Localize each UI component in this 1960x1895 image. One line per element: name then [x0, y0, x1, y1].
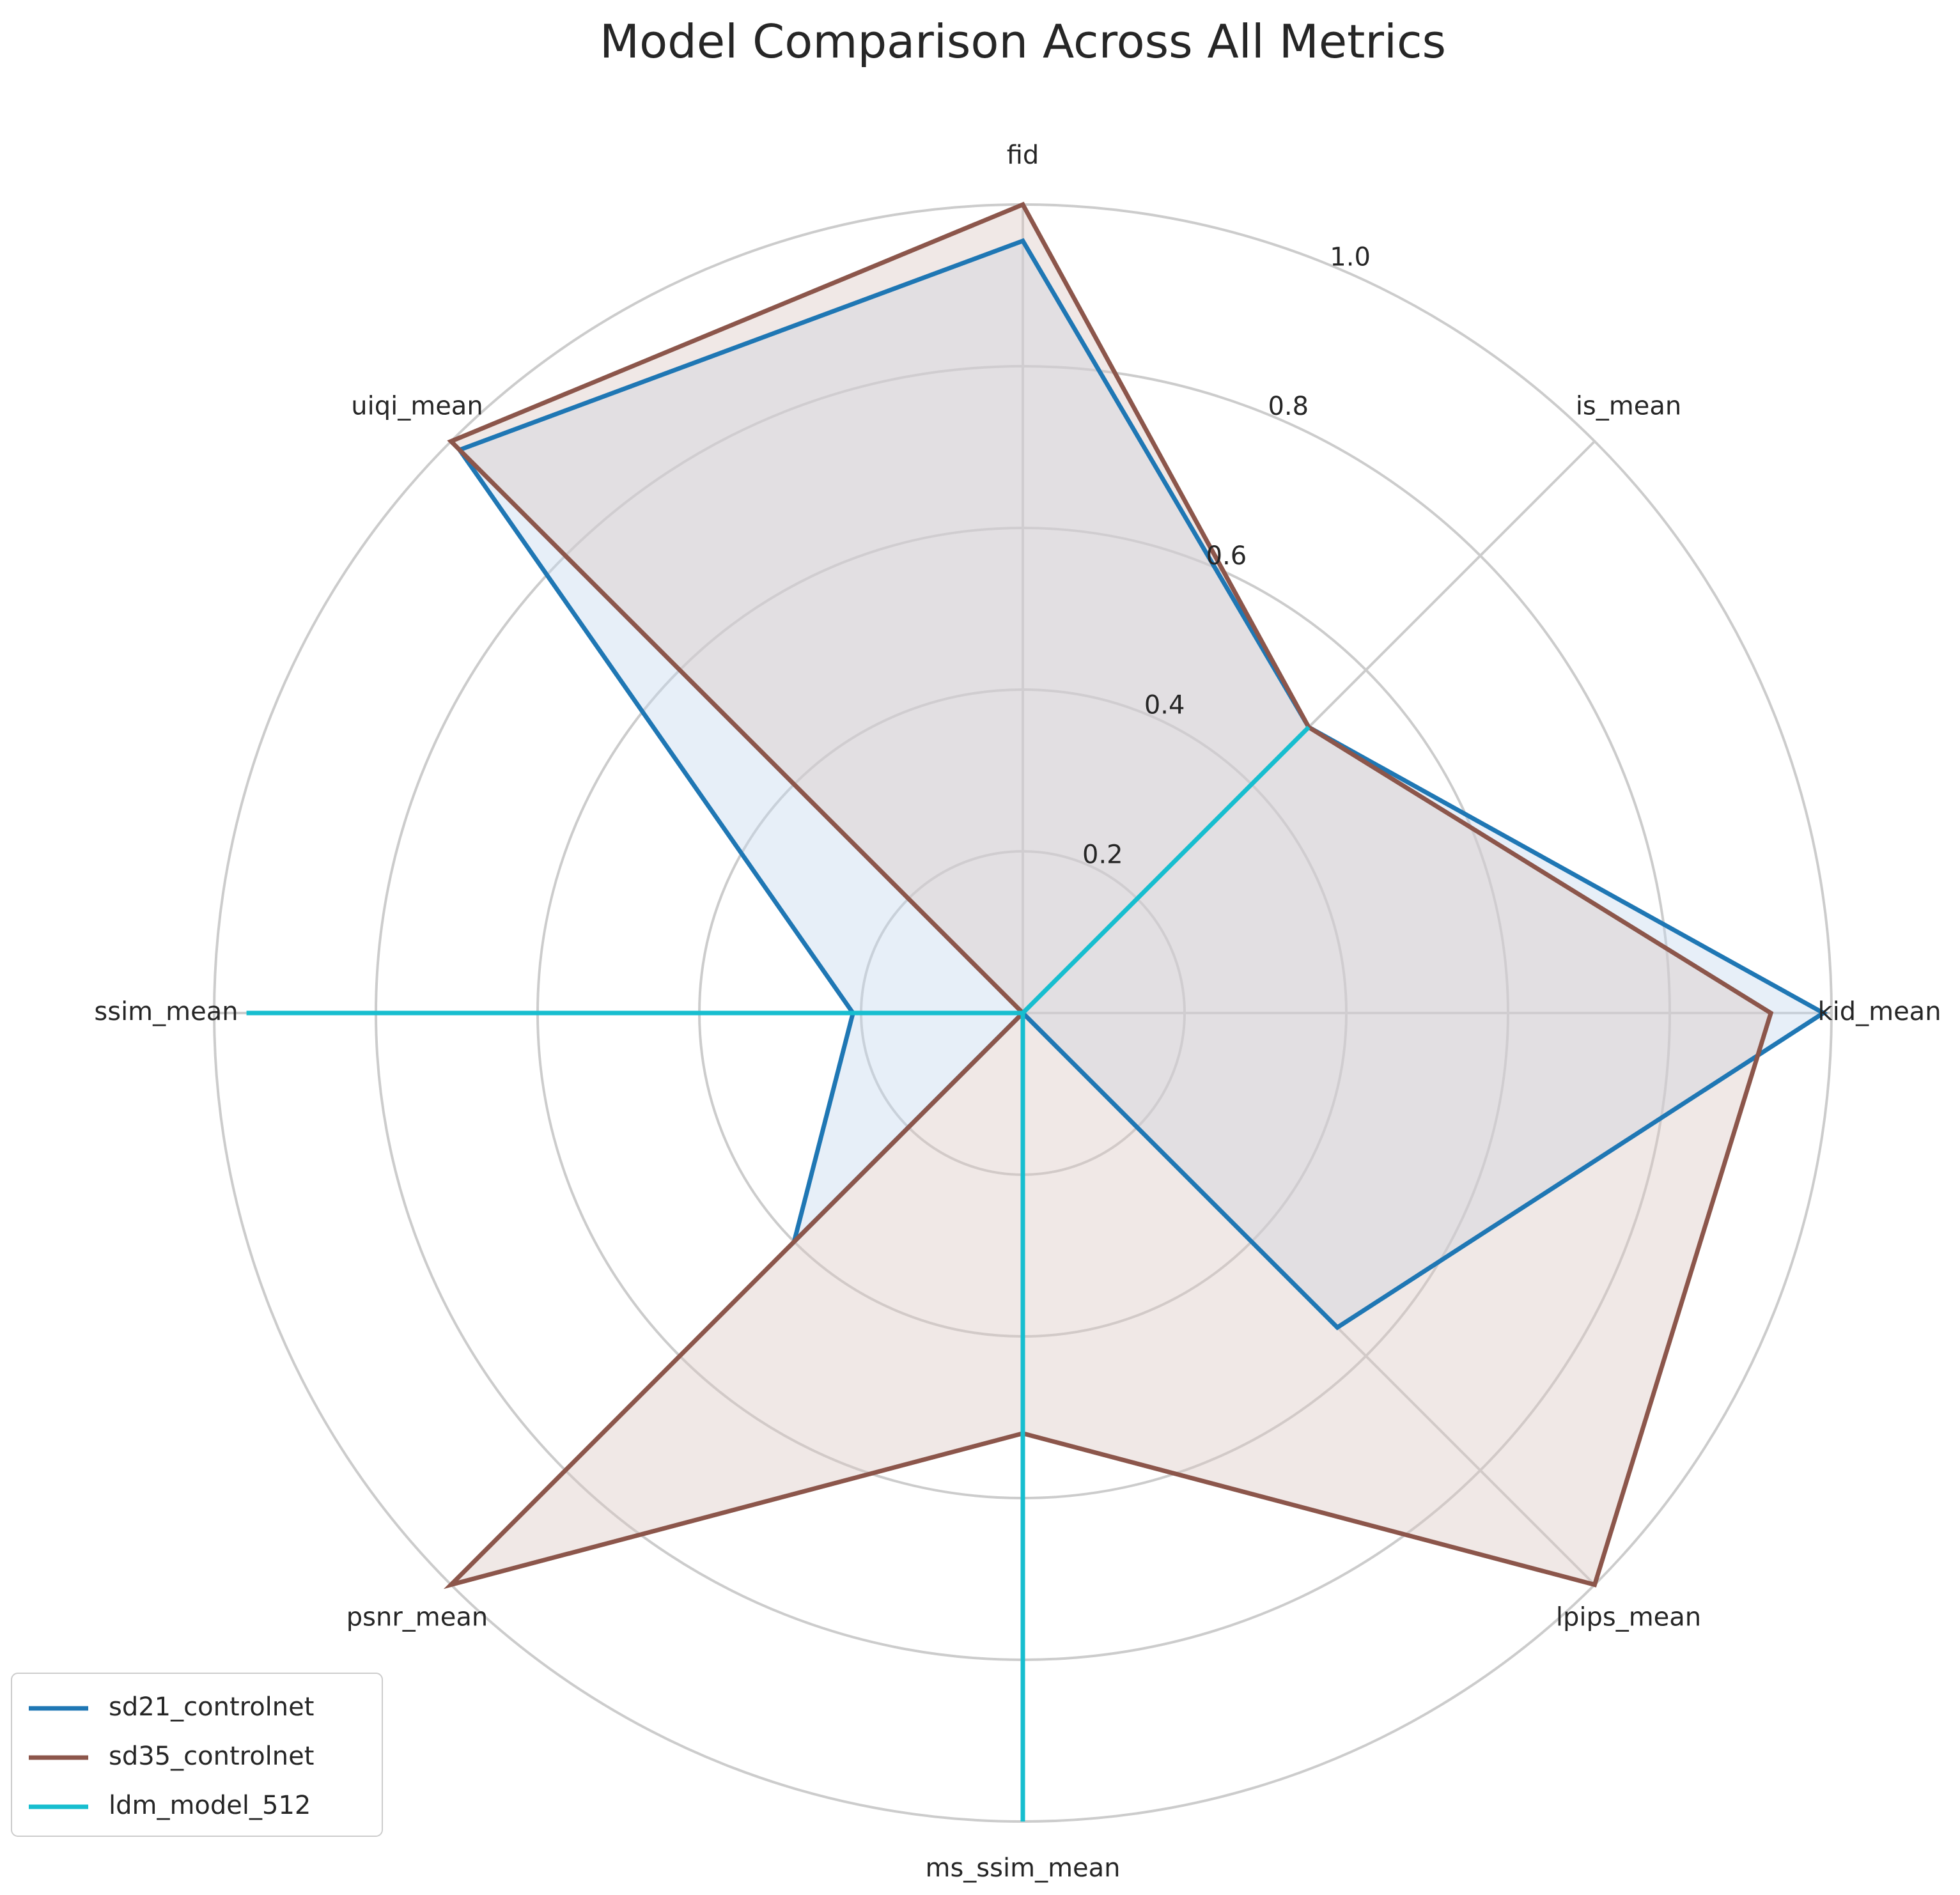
category-label: ms_ssim_mean: [926, 1853, 1121, 1883]
category-label: is_mean: [1576, 391, 1681, 421]
chart-title: Model Comparison Across All Metrics: [600, 15, 1446, 68]
radial-tick-label: 0.2: [1082, 840, 1123, 869]
radial-tick-label: 1.0: [1330, 242, 1371, 272]
category-labels: fid is_mean kid_mean lpips_mean ms_ssim_mean…: [94, 141, 1941, 1883]
legend-box: [11, 1673, 383, 1837]
category-label: lpips_mean: [1556, 1603, 1701, 1632]
category-label: uiqi_mean: [351, 391, 483, 421]
series-fill-sd35_controlnet: [451, 205, 1771, 1585]
radial-tick-label: 0.6: [1206, 541, 1247, 571]
radial-tick-label: 0.4: [1144, 691, 1185, 720]
series-line-ldm_model_512: [246, 725, 1311, 1822]
radial-tick-labels: 0.2 0.4 0.6 0.8 1.0: [1082, 242, 1371, 869]
series-fills: [246, 205, 1824, 1822]
category-label: fid: [1007, 141, 1039, 170]
legend-label: ldm_model_512: [109, 1791, 311, 1820]
series-fill-sd21_controlnet: [459, 240, 1824, 1327]
radial-tick-label: 0.8: [1268, 392, 1309, 421]
legend-label: sd21_controlnet: [109, 1692, 314, 1722]
category-label: ssim_mean: [94, 997, 238, 1026]
legend: sd21_controlnet sd35_controlnet ldm_model_…: [11, 1673, 383, 1837]
category-label: kid_mean: [1817, 997, 1941, 1026]
category-label: psnr_mean: [346, 1603, 488, 1632]
legend-label: sd35_controlnet: [109, 1742, 314, 1771]
series-lines: [246, 201, 1828, 1822]
